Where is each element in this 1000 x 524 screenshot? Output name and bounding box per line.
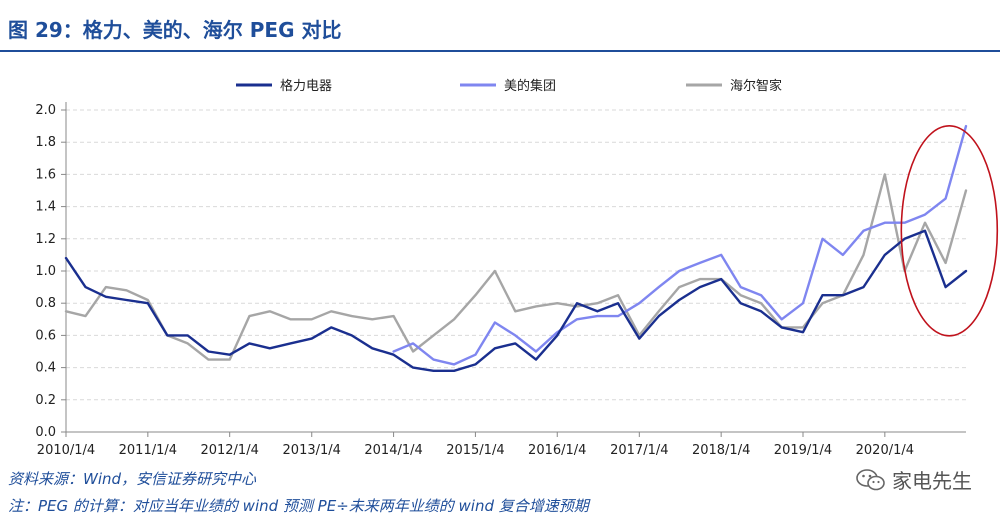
x-tick-label: 2018/1/4: [692, 443, 750, 458]
x-tick-label: 2020/1/4: [856, 443, 914, 458]
x-tick-label: 2016/1/4: [528, 443, 586, 458]
legend-label: 海尔智家: [730, 78, 782, 94]
y-tick-label: 0.4: [35, 361, 56, 376]
series-lines: [64, 124, 968, 372]
title-rule: [0, 50, 1000, 52]
x-tick-label: 2010/1/4: [37, 443, 95, 458]
series-line-midea: [392, 124, 968, 366]
x-axis-ticks: 2010/1/4 2011/1/4 2012/1/4 2013/1/4 2014/1/4…: [37, 432, 914, 458]
x-tick-label: 2012/1/4: [200, 443, 258, 458]
legend: 格力电器 美的集团 海尔智家: [236, 78, 782, 94]
y-tick-label: 1.2: [35, 232, 56, 247]
peg-line-chart: 0.0 0.2 0.4 0.6 0.8 1.0 1.2 1.4 1.6 1.8 2.0 2010/1…: [35, 78, 999, 458]
legend-item-midea: 美的集团: [460, 78, 556, 94]
y-tick-label: 1.0: [35, 264, 56, 279]
figure-title: 图 29：格力、美的、海尔 PEG 对比: [8, 18, 342, 42]
y-tick-label: 0.2: [35, 393, 56, 408]
watermark: 家电先生: [856, 465, 972, 494]
y-tick-label: 1.4: [35, 200, 56, 215]
y-tick-label: 2.0: [35, 103, 56, 118]
x-tick-label: 2015/1/4: [446, 443, 504, 458]
y-tick-label: 0.8: [35, 296, 56, 311]
watermark-text: 家电先生: [892, 469, 972, 493]
y-axis-ticks: 0.0 0.2 0.4 0.6 0.8 1.0 1.2 1.4 1.6 1.8 2.0: [35, 103, 66, 440]
calculation-note: 注：PEG 的计算：对应当年业绩的 wind 预测 PE÷未来两年业绩的 win…: [8, 497, 589, 515]
x-tick-label: 2019/1/4: [774, 443, 832, 458]
highlight-ellipse: [900, 125, 999, 337]
x-tick-label: 2017/1/4: [610, 443, 668, 458]
x-tick-label: 2014/1/4: [364, 443, 422, 458]
wechat-icon: [856, 468, 885, 490]
gridlines: [66, 109, 966, 401]
y-tick-label: 0.6: [35, 328, 56, 343]
series-line-haier: [64, 173, 968, 361]
y-tick-label: 1.6: [35, 167, 56, 182]
y-tick-label: 1.8: [35, 135, 56, 150]
source-note: 资料来源：Wind，安信证券研究中心: [8, 470, 257, 488]
legend-label: 格力电器: [280, 78, 332, 94]
legend-item-gree: 格力电器: [236, 78, 332, 94]
legend-label: 美的集团: [504, 78, 556, 94]
x-tick-label: 2011/1/4: [119, 443, 177, 458]
y-tick-label: 0.0: [35, 425, 56, 440]
x-tick-label: 2013/1/4: [283, 443, 341, 458]
legend-item-haier: 海尔智家: [686, 78, 782, 94]
series-line-gree: [64, 229, 968, 372]
